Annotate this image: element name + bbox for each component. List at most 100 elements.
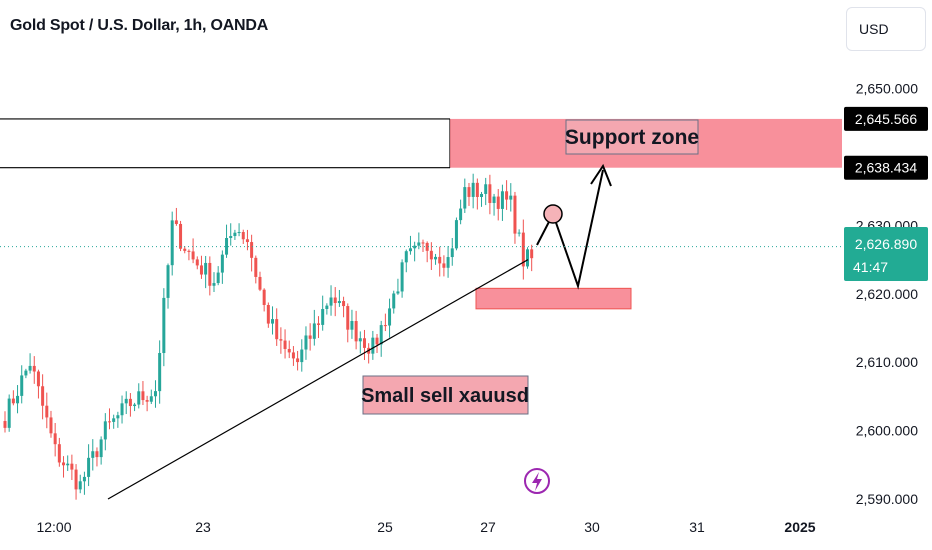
time-axis: 12:00 23 25 27 30 31 2025	[36, 519, 815, 535]
chart-title: Gold Spot / U.S. Dollar, 1h, OANDA	[10, 17, 269, 34]
current-price-label: 2,626.890	[855, 236, 917, 252]
candle-body	[530, 249, 534, 259]
candle-body	[287, 348, 291, 353]
candle-body	[241, 232, 245, 240]
candle-body	[220, 254, 224, 273]
candle-body	[321, 308, 325, 325]
candle-body	[124, 398, 128, 404]
candle-body	[526, 249, 529, 267]
lightning-bolt-icon[interactable]	[524, 468, 550, 494]
candle-body	[78, 481, 82, 490]
candle-body	[41, 386, 45, 406]
candle-body	[396, 291, 400, 294]
candle-body	[304, 335, 308, 350]
candle-body	[417, 242, 421, 246]
candle-body	[174, 220, 178, 224]
price-tags: 2,645.566 2,638.434 2,626.890 41:47	[844, 106, 928, 281]
support-zone-label-box	[565, 119, 699, 155]
candle-body	[36, 371, 40, 387]
candle-body	[16, 395, 20, 404]
candle-body	[317, 323, 320, 325]
candle-body	[216, 272, 220, 284]
currency-button[interactable]: USD	[846, 7, 926, 51]
y-tick-label: 2,650.000	[856, 81, 918, 97]
x-tick-label: 23	[195, 519, 211, 535]
candle-body	[191, 251, 195, 260]
price-tag	[844, 106, 928, 131]
candle-body	[350, 321, 354, 330]
candles	[3, 173, 534, 500]
candle-body	[187, 250, 191, 252]
candle-body	[24, 370, 28, 376]
projection-path[interactable]	[536, 169, 604, 290]
candle-body	[346, 306, 350, 330]
candle-body	[195, 259, 199, 266]
y-tick-label: 2,620.000	[856, 286, 918, 302]
candle-body	[459, 208, 463, 221]
candle-body	[62, 462, 66, 466]
candle-body	[312, 323, 316, 339]
candle-body	[229, 236, 233, 238]
candle-body	[28, 365, 32, 371]
price-tag	[844, 155, 928, 180]
candle-body	[166, 265, 170, 298]
annotations: Support zone Small sell xauusd	[0, 118, 842, 500]
candle-body	[442, 263, 446, 268]
candle-body	[237, 232, 241, 234]
candle-body	[375, 337, 379, 345]
trade-label: Small sell xauusd	[361, 385, 529, 407]
candle-body	[245, 239, 249, 243]
candle-body	[91, 451, 95, 458]
candle-body	[354, 321, 358, 342]
candle-body	[505, 191, 509, 200]
candle-body	[392, 293, 396, 309]
candle-body	[179, 223, 183, 249]
candle-body	[371, 337, 375, 354]
candle-body	[183, 248, 187, 251]
candle-body	[108, 421, 111, 423]
candle-body	[112, 418, 116, 422]
candle-body	[233, 232, 237, 237]
candle-body	[250, 242, 254, 258]
candle-body	[517, 232, 521, 234]
x-tick-label: 2025	[784, 519, 815, 535]
candle-body	[128, 398, 132, 407]
x-tick-label: 31	[689, 519, 705, 535]
trendline[interactable]	[107, 259, 529, 500]
x-tick-label: 30	[584, 519, 600, 535]
candle-body	[454, 220, 458, 249]
candle-body	[137, 391, 141, 405]
candle-body	[208, 262, 212, 286]
candle-body	[383, 325, 387, 327]
candle-body	[212, 283, 216, 286]
candle-body	[438, 256, 442, 264]
candle-body	[162, 297, 166, 354]
current-price-tag	[844, 227, 928, 281]
candle-body	[300, 349, 304, 363]
candle-body	[95, 451, 99, 458]
support-zone-label: Support zone	[565, 126, 699, 149]
candle-body	[254, 257, 258, 277]
candle-body	[87, 457, 91, 477]
candle-body	[471, 182, 475, 197]
candle-body	[153, 391, 157, 397]
candle-body	[82, 476, 86, 482]
price-tag-label: 2,645.566	[855, 111, 917, 127]
candle-body	[120, 403, 124, 416]
candle-body	[7, 398, 11, 428]
candle-body	[11, 398, 15, 404]
candle-body	[66, 463, 70, 466]
candle-body	[103, 421, 107, 440]
candle-body	[388, 308, 392, 326]
candle-body	[500, 191, 504, 209]
candle-body	[116, 415, 120, 419]
target-zone[interactable]	[475, 287, 632, 310]
candle-body	[400, 262, 404, 292]
candle-body	[283, 340, 287, 349]
candle-body	[509, 195, 513, 200]
candle-body	[480, 193, 484, 197]
y-tick-label: 2,610.000	[856, 354, 918, 370]
candle-body	[521, 232, 525, 267]
candle-body	[413, 245, 417, 249]
